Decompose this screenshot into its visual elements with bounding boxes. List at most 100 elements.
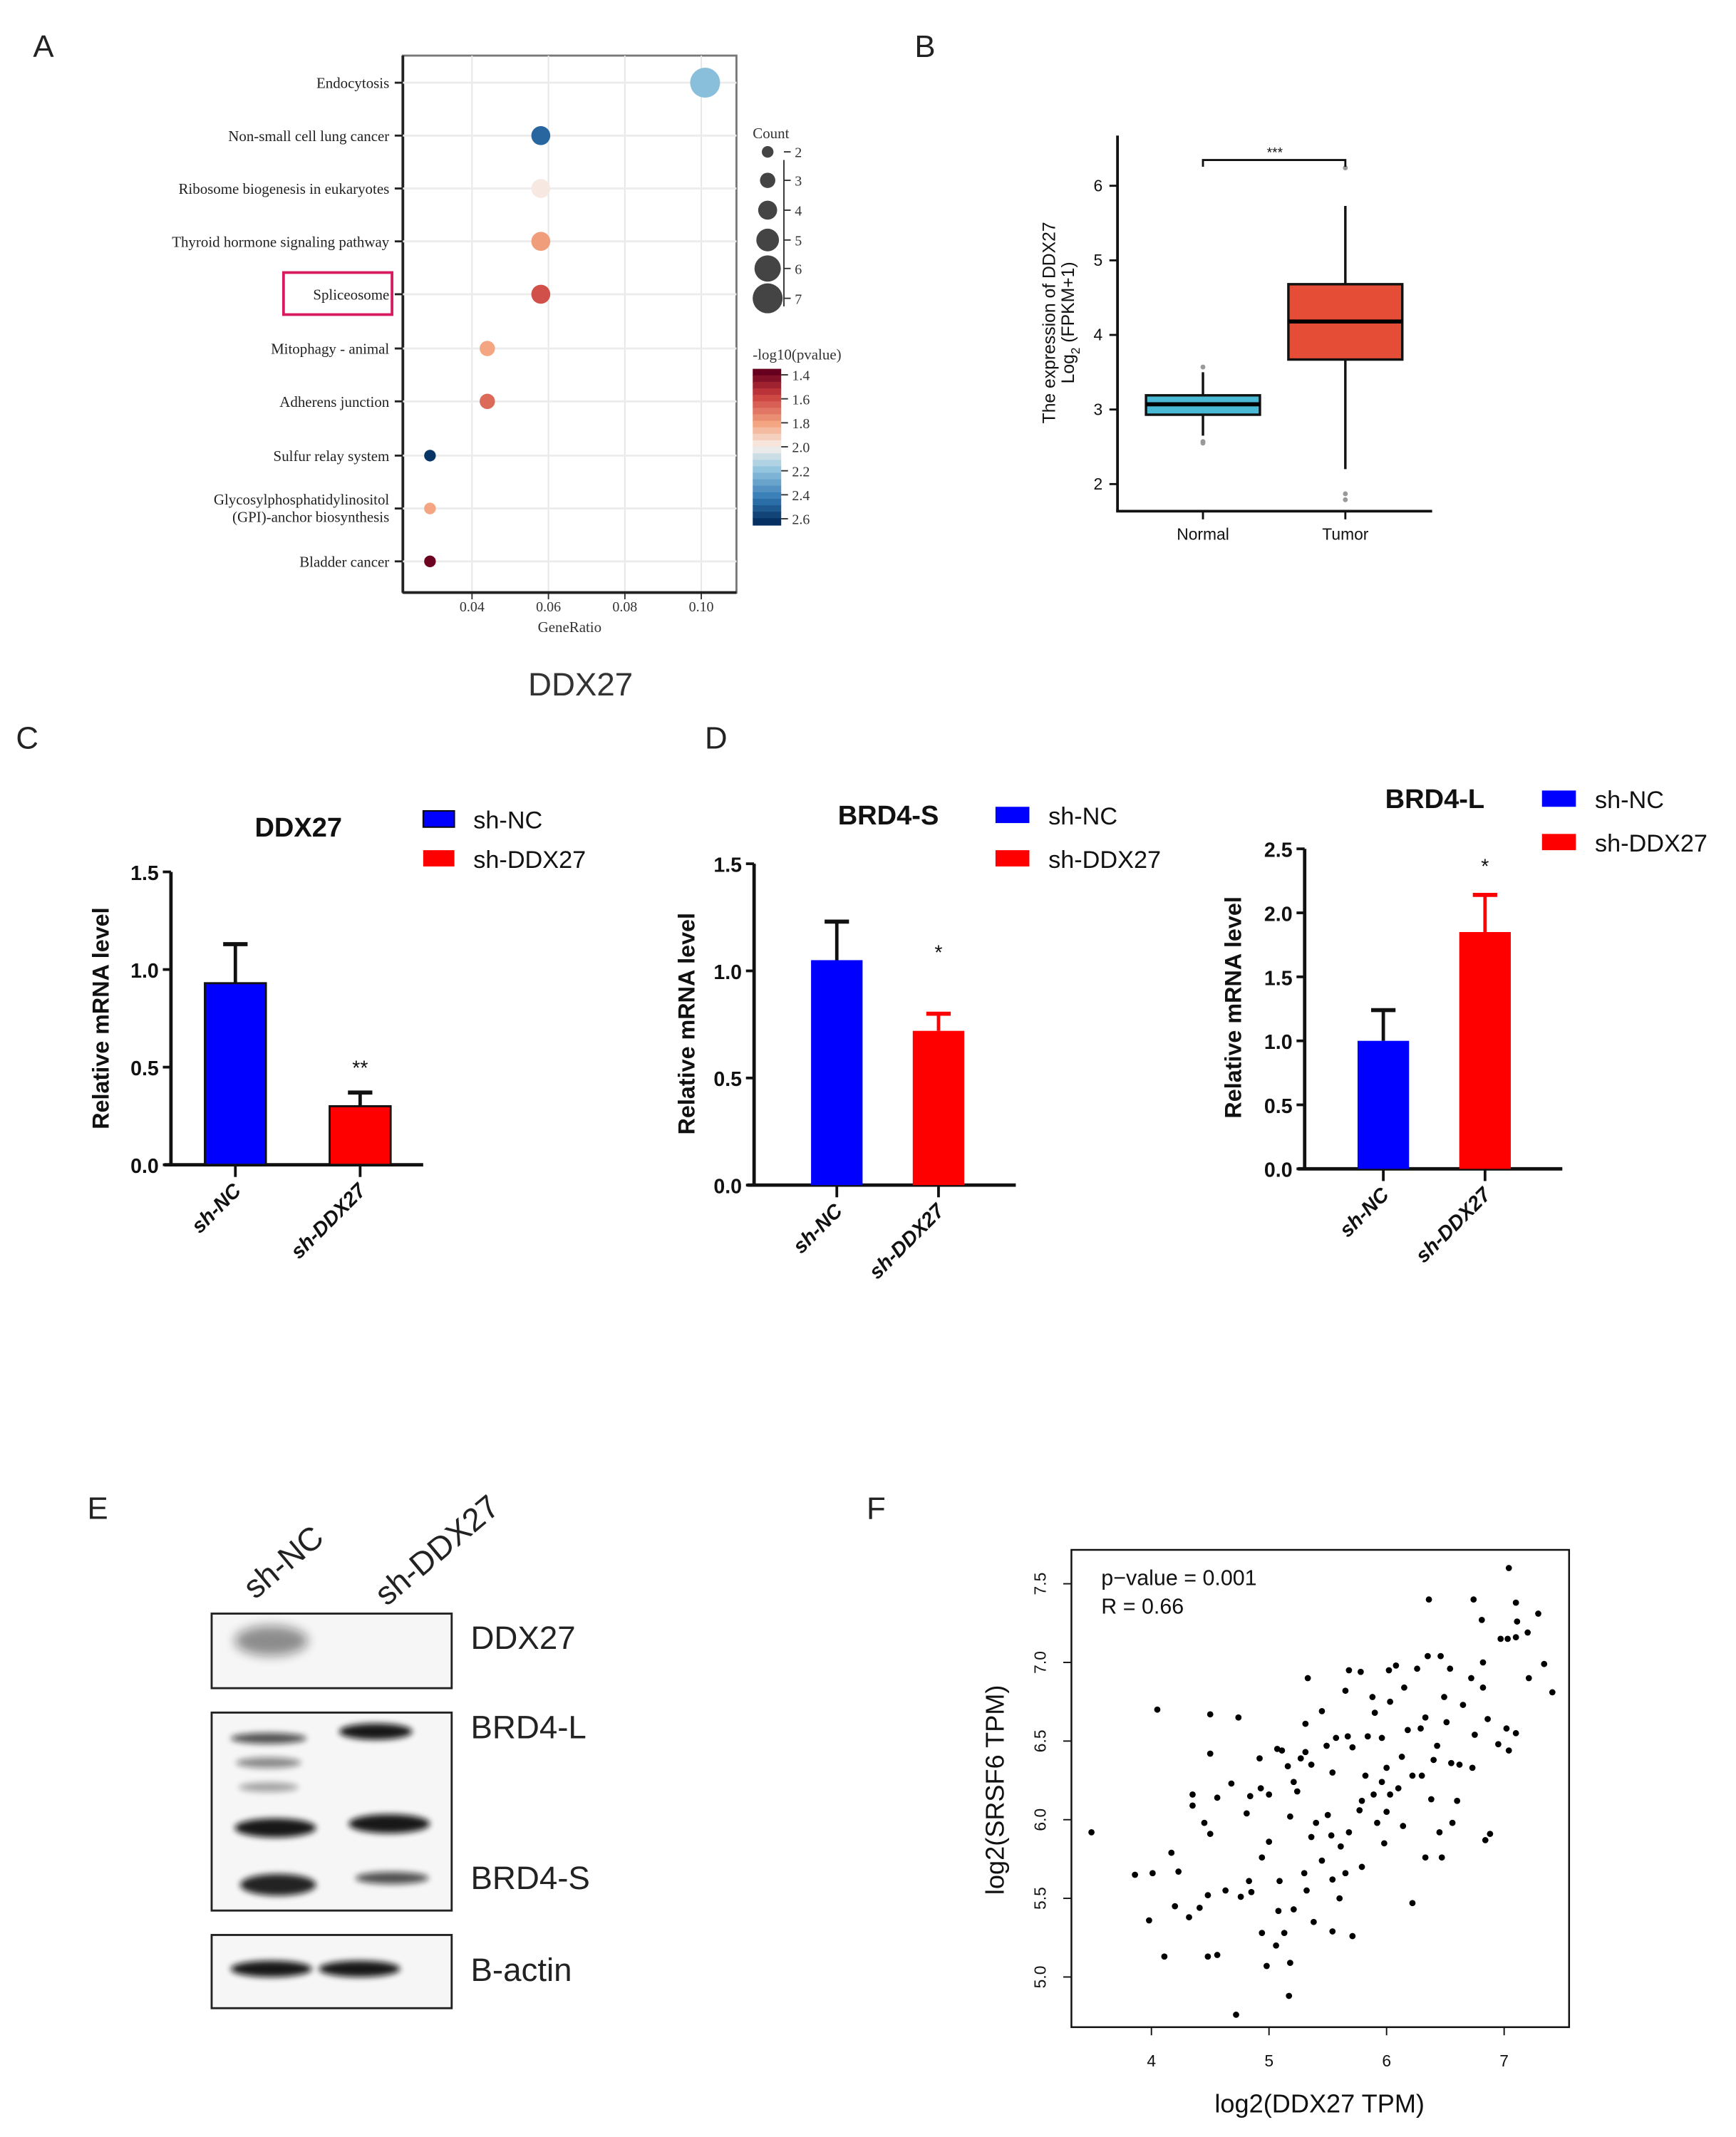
scatter-point	[1418, 1772, 1425, 1779]
scatter-point	[1248, 1888, 1255, 1895]
y-tick-label: 6.0	[1030, 1809, 1049, 1831]
y-tick-label: 0.0	[713, 1176, 742, 1199]
scatter-point	[1329, 1876, 1336, 1883]
scatter-point	[1146, 1917, 1152, 1924]
scatter-point	[1204, 1953, 1211, 1960]
scatter-point	[1266, 1791, 1273, 1798]
y-tick-label: 7.0	[1030, 1651, 1049, 1674]
scatter-point	[1434, 1742, 1440, 1749]
y-tick-label: 0.5	[713, 1068, 742, 1091]
scatter-point	[1417, 1725, 1424, 1732]
scatter-point	[1383, 1764, 1390, 1771]
legend-label: sh-NC	[1048, 803, 1117, 830]
colorbar-segment	[753, 460, 782, 467]
significance-label: *	[1481, 855, 1489, 878]
lane-label-sh-nc: sh-NC	[237, 1518, 331, 1605]
term-label: Ribosome biogenesis in eukaryotes	[178, 180, 389, 197]
scatter-point	[1425, 1596, 1432, 1603]
significance-label: ***	[1267, 146, 1283, 161]
scatter-point	[1437, 1652, 1444, 1660]
x-tick-label: sh-NC	[789, 1199, 847, 1258]
scatter-point	[1214, 1794, 1221, 1801]
p-value-annotation: p−value = 0.001	[1101, 1566, 1256, 1590]
panel-label-a: A	[33, 29, 54, 64]
scatter-point	[1525, 1675, 1532, 1682]
size-legend-circle	[762, 145, 774, 158]
x-tick-label: 7	[1499, 2051, 1509, 2070]
scatter-point	[1189, 1791, 1196, 1798]
scatter-point	[1266, 1838, 1273, 1845]
scatter-point	[1293, 1788, 1301, 1795]
size-legend-label: 4	[795, 204, 802, 219]
scatter-point	[1259, 1930, 1266, 1937]
scatter-point	[1447, 1665, 1454, 1672]
size-legend-circle	[758, 200, 777, 220]
ylabel-subscript: 2	[1069, 348, 1083, 355]
outlier-point	[1343, 497, 1348, 502]
scatter-point	[1443, 1719, 1450, 1726]
band-label: B-actin	[470, 1952, 572, 1988]
scatter-point	[1387, 1791, 1394, 1798]
scatter-point	[1207, 1831, 1214, 1837]
scatter-point	[1329, 1928, 1336, 1935]
x-tick-label: 6	[1382, 2051, 1391, 2070]
scatter-point	[1541, 1660, 1548, 1667]
size-legend-label: 6	[795, 262, 802, 277]
scatter-point	[1259, 1854, 1266, 1861]
bubble-point	[690, 68, 720, 98]
term-label: (GPI)-anchor biosynthesis	[232, 509, 389, 526]
colorbar-label: 2.6	[792, 512, 810, 528]
term-label: Sulfur relay system	[274, 447, 390, 465]
size-legend-label: 5	[795, 233, 802, 249]
size-legend-label: 7	[795, 291, 802, 307]
significance-bracket	[1202, 159, 1347, 167]
x-tick-label: 0.08	[612, 599, 637, 615]
colorbar-segment	[753, 427, 782, 435]
scatter-point	[1427, 1796, 1435, 1803]
scatter-point	[1459, 1702, 1467, 1708]
colorbar-segment	[753, 420, 782, 428]
scatter-point	[1214, 1952, 1221, 1958]
scatter-point	[1505, 1565, 1512, 1571]
colorbar-segment	[753, 440, 782, 448]
scatter-point	[1370, 1791, 1377, 1798]
scatter-point	[1478, 1617, 1485, 1623]
panel-label-e: E	[88, 1491, 108, 1526]
scatter-point	[1380, 1840, 1388, 1847]
band-label: BRD4-S	[470, 1860, 589, 1896]
scatter-point	[1504, 1635, 1511, 1642]
panel-e-western-blot: sh-NC sh-DDX27 DDX27 BRD4-L BRD4-S B-actin	[210, 1488, 590, 2009]
significance-label: **	[352, 1057, 368, 1080]
scatter-point	[1237, 1893, 1244, 1900]
scatter-point	[1454, 1797, 1461, 1804]
scatter-point	[1235, 1714, 1242, 1721]
bubble-point	[424, 555, 436, 567]
scatter-point	[1088, 1828, 1095, 1836]
colorbar-label: 1.6	[792, 392, 810, 408]
bubble-point	[531, 232, 551, 252]
colorbar-label: 1.8	[792, 416, 810, 432]
scatter-point	[1549, 1689, 1556, 1696]
scatter-point	[1286, 1992, 1293, 1999]
bubble-point	[480, 341, 495, 356]
scatter-point	[1362, 1772, 1369, 1779]
scatter-point	[1257, 1785, 1264, 1791]
term-label: Non-small cell lung cancer	[228, 128, 389, 145]
plot-frame	[1070, 1548, 1571, 2029]
scatter-point	[1132, 1871, 1138, 1878]
y-tick-label: 0.5	[130, 1057, 159, 1080]
colorbar-label: 1.4	[792, 368, 810, 384]
size-legend-circle	[753, 283, 783, 314]
colorbar-segment	[753, 368, 782, 376]
ylabel-unit: (FPKM+1)	[1059, 262, 1078, 347]
bar-sh-ddx27	[329, 1104, 392, 1166]
panel-d-brd4s-barchart: BRD4-S sh-NC sh-DDX27 0.0 0.5 1.0 1.5 Relative …	[673, 801, 1161, 1283]
y-tick-label: 0.0	[130, 1155, 159, 1178]
scatter-point	[1422, 1714, 1429, 1721]
scatter-point	[1479, 1684, 1487, 1691]
scatter-point	[1243, 1810, 1250, 1817]
y-tick-label: 6	[1094, 176, 1103, 195]
y-tick-label: 2.5	[1264, 839, 1293, 862]
scatter-point	[1358, 1668, 1364, 1675]
